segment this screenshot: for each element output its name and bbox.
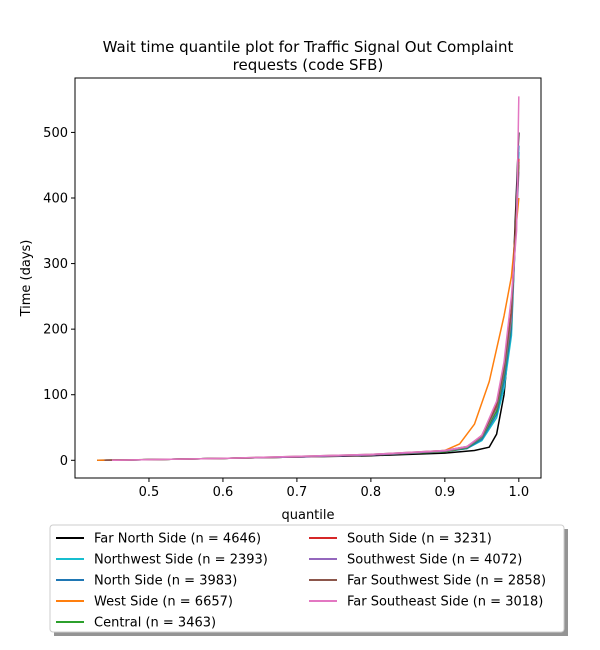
x-axis-ticks: 0.5 0.6 0.7 0.8 0.9 1.0 bbox=[139, 478, 529, 500]
legend-items: Far North Side (n = 4646) Northwest Side … bbox=[56, 532, 546, 631]
legend: Far North Side (n = 4646) Northwest Side … bbox=[49, 524, 568, 636]
y-tick-label: 100 bbox=[43, 388, 68, 403]
legend-box bbox=[49, 524, 565, 633]
series-line-5 bbox=[111, 165, 520, 462]
series-line-2 bbox=[104, 152, 520, 462]
y-tick-label: 0 bbox=[60, 454, 68, 469]
y-tick-label: 200 bbox=[43, 323, 68, 338]
legend-label-6: South Side (n = 3231) bbox=[347, 532, 492, 547]
plot-area: 0.5 0.6 0.7 0.8 0.9 1.0 0 100 200 300 400 500 bbox=[43, 77, 542, 500]
x-tick-label: 1.0 bbox=[508, 485, 529, 500]
x-tick-label: 0.8 bbox=[361, 485, 382, 500]
y-tick-label: 500 bbox=[43, 126, 68, 141]
y-axis-ticks: 0 100 200 300 400 500 bbox=[43, 126, 75, 469]
x-tick-label: 0.6 bbox=[213, 485, 234, 500]
x-tick-label: 0.5 bbox=[139, 485, 160, 500]
series-line-7 bbox=[104, 171, 520, 462]
series-line-8 bbox=[104, 161, 520, 462]
y-tick-label: 400 bbox=[43, 192, 68, 207]
series-line-4 bbox=[97, 197, 520, 462]
chart-title-line2: requests (code SFB) bbox=[233, 56, 384, 74]
y-tick-label: 300 bbox=[43, 257, 68, 272]
legend-label-9: Far Southeast Side (n = 3018) bbox=[347, 595, 543, 610]
x-tick-label: 0.7 bbox=[287, 485, 308, 500]
legend-label-1: Far North Side (n = 4646) bbox=[94, 532, 261, 547]
legend-label-4: West Side (n = 6657) bbox=[94, 595, 233, 610]
chart-title-line1: Wait time quantile plot for Traffic Sign… bbox=[103, 38, 514, 56]
series-layer bbox=[97, 96, 520, 462]
legend-label-7: Southwest Side (n = 4072) bbox=[347, 553, 522, 568]
series-line-9 bbox=[111, 96, 520, 462]
x-tick-label: 0.9 bbox=[434, 485, 455, 500]
y-axis-label: Time (days) bbox=[19, 240, 34, 318]
series-line-1 bbox=[97, 132, 520, 462]
series-line-3 bbox=[104, 145, 520, 462]
legend-label-5: Central (n = 3463) bbox=[94, 616, 216, 631]
plot-frame bbox=[74, 77, 542, 479]
x-axis-label: quantile bbox=[281, 508, 334, 523]
legend-label-8: Far Southwest Side (n = 2858) bbox=[347, 574, 546, 589]
legend-label-3: North Side (n = 3983) bbox=[94, 574, 237, 589]
series-line-6 bbox=[104, 158, 520, 462]
legend-label-2: Northwest Side (n = 2393) bbox=[94, 553, 268, 568]
